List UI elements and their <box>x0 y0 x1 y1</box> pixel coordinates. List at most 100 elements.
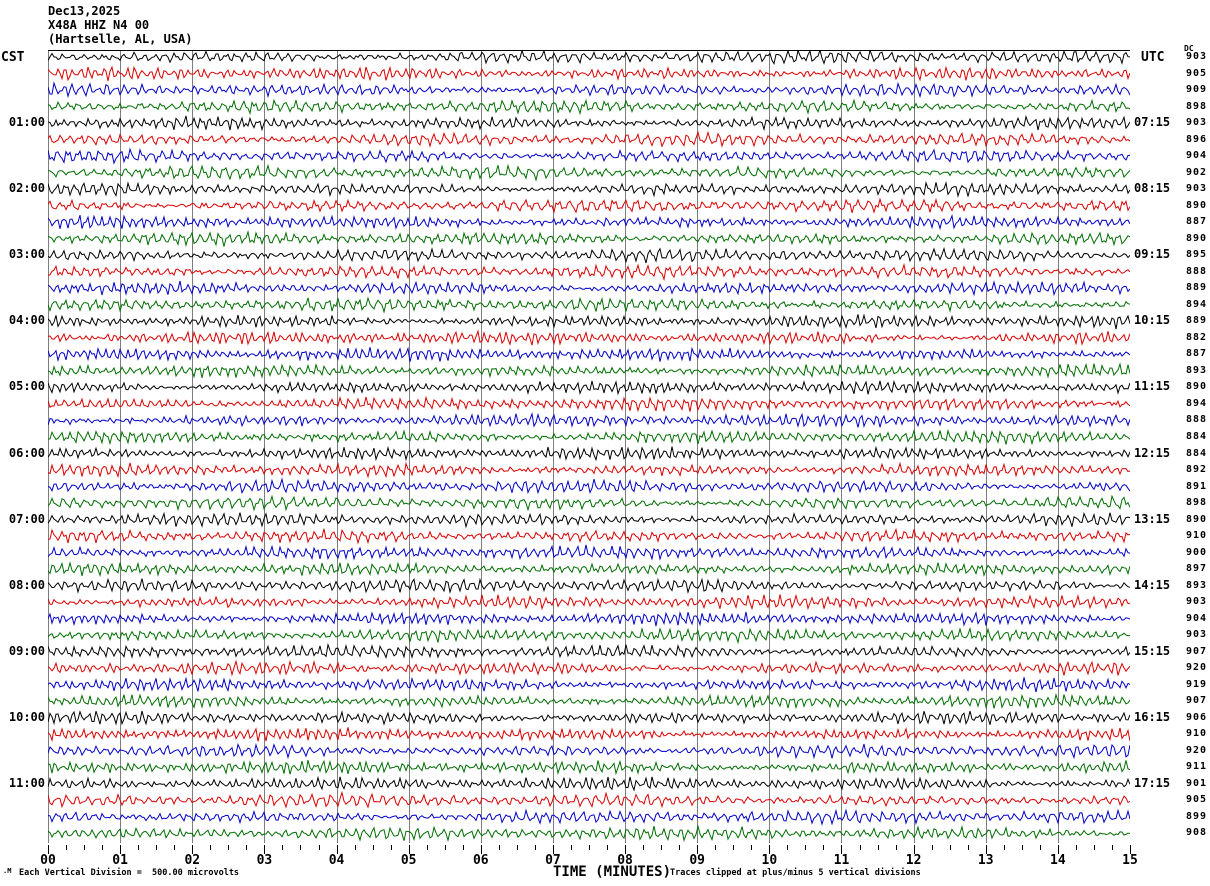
x-tick-label-07: 07 <box>545 853 561 868</box>
dc-value-row-47: 908 <box>1186 827 1208 839</box>
dc-value-row-5: 896 <box>1186 133 1208 145</box>
right-axis-title: UTC <box>1141 50 1165 65</box>
dc-value-row-45: 905 <box>1186 794 1208 806</box>
dc-value-row-3: 898 <box>1186 100 1208 112</box>
dc-value-row-11: 890 <box>1186 232 1208 244</box>
trace-row-24 <box>48 445 1130 462</box>
dc-value-row-1: 905 <box>1186 67 1208 79</box>
trace-row-8 <box>48 180 1130 198</box>
cst-label-11:00: 11:00 <box>8 775 45 790</box>
trace-row-35 <box>48 626 1130 645</box>
dc-value-row-2: 909 <box>1186 84 1208 96</box>
vertical-scale-note: Each Vertical Division = 500.00 microvol… <box>19 868 240 878</box>
trace-row-4 <box>48 114 1130 132</box>
trace-row-34 <box>48 610 1130 627</box>
cst-label-08:00: 08:00 <box>8 577 45 592</box>
trace-row-47 <box>48 824 1130 843</box>
trace-row-18 <box>48 346 1130 363</box>
trace-row-23 <box>48 428 1130 446</box>
dc-value-row-8: 903 <box>1186 183 1208 195</box>
utc-label-14:15: 14:15 <box>1134 577 1171 592</box>
utc-label-16:15: 16:15 <box>1134 709 1171 724</box>
trace-row-5 <box>48 130 1130 148</box>
cst-label-03:00: 03:00 <box>8 247 45 262</box>
utc-label-13:15: 13:15 <box>1134 511 1171 526</box>
dc-value-row-10: 887 <box>1186 216 1208 228</box>
cst-label-05:00: 05:00 <box>8 379 45 394</box>
dc-value-row-26: 891 <box>1186 480 1208 492</box>
trace-row-1 <box>48 65 1130 82</box>
dc-value-row-23: 884 <box>1186 430 1208 442</box>
dc-value-row-28: 890 <box>1186 513 1208 525</box>
trace-row-46 <box>48 808 1130 826</box>
dc-value-row-43: 911 <box>1186 761 1208 773</box>
dc-value-row-18: 887 <box>1186 348 1208 360</box>
x-tick-label-04: 04 <box>328 853 345 868</box>
dc-value-row-37: 920 <box>1186 662 1208 674</box>
utc-label-11:15: 11:15 <box>1134 379 1171 394</box>
trace-row-2 <box>48 81 1130 99</box>
trace-row-6 <box>48 147 1130 165</box>
x-axis-ticks <box>48 845 1131 854</box>
dc-value-row-15: 894 <box>1186 298 1208 310</box>
dc-value-row-20: 890 <box>1186 381 1208 393</box>
trace-row-7 <box>48 163 1130 182</box>
trace-row-20 <box>48 379 1130 396</box>
cst-label-06:00: 06:00 <box>8 445 45 460</box>
trace-row-33 <box>48 593 1130 611</box>
trace-row-9 <box>48 197 1130 214</box>
dc-value-row-12: 895 <box>1186 249 1208 261</box>
trace-row-29 <box>48 527 1130 545</box>
x-tick-label-09: 09 <box>689 853 706 868</box>
dc-value-row-27: 898 <box>1186 497 1208 509</box>
trace-row-19 <box>48 362 1130 379</box>
corner-mark: .M <box>3 867 12 875</box>
trace-row-44 <box>48 775 1130 792</box>
trace-row-10 <box>48 213 1130 231</box>
dc-value-row-16: 889 <box>1186 315 1208 327</box>
utc-label-07:15: 07:15 <box>1134 115 1171 130</box>
trace-row-43 <box>48 759 1130 776</box>
cst-label-07:00: 07:00 <box>8 511 45 526</box>
x-tick-label-13: 13 <box>977 853 994 868</box>
trace-row-32 <box>48 577 1130 595</box>
trace-row-27 <box>48 494 1130 512</box>
trace-row-41 <box>48 726 1130 743</box>
plot-date: Dec13,2025 <box>48 4 121 18</box>
left-axis-title: CST <box>1 50 25 65</box>
trace-row-45 <box>48 790 1130 809</box>
x-tick-label-01: 01 <box>112 853 128 868</box>
trace-row-37 <box>48 659 1130 677</box>
dc-value-row-34: 904 <box>1186 612 1208 624</box>
trace-row-30 <box>48 544 1130 561</box>
dc-value-row-19: 893 <box>1186 364 1208 376</box>
trace-row-21 <box>48 395 1130 413</box>
dc-value-row-44: 901 <box>1186 777 1208 789</box>
cst-label-09:00: 09:00 <box>8 643 45 658</box>
x-tick-label-02: 02 <box>184 853 201 868</box>
trace-row-3 <box>48 98 1130 116</box>
dc-value-row-21: 894 <box>1186 397 1208 409</box>
trace-row-39 <box>48 692 1130 710</box>
trace-row-16 <box>48 313 1130 330</box>
x-tick-label-14: 14 <box>1050 853 1066 868</box>
dc-value-row-38: 919 <box>1186 678 1208 690</box>
utc-label-09:15: 09:15 <box>1134 247 1171 262</box>
trace-row-42 <box>48 742 1130 760</box>
trace-row-13 <box>48 262 1130 282</box>
dc-value-row-24: 884 <box>1186 447 1208 459</box>
dc-value-row-25: 892 <box>1186 464 1208 476</box>
trace-row-26 <box>48 477 1130 495</box>
dc-value-row-7: 902 <box>1186 166 1208 178</box>
cst-label-10:00: 10:00 <box>8 709 45 724</box>
cst-label-04:00: 04:00 <box>8 313 45 328</box>
dc-value-row-13: 888 <box>1186 265 1208 277</box>
dc-value-row-0: 903 <box>1186 51 1208 62</box>
dc-value-row-14: 889 <box>1186 282 1208 294</box>
utc-label-08:15: 08:15 <box>1134 181 1171 196</box>
trace-row-31 <box>48 560 1130 578</box>
dc-value-row-22: 888 <box>1186 414 1208 426</box>
station-code: X48A HHZ N4 00 <box>48 18 150 32</box>
dc-value-row-31: 897 <box>1186 563 1208 575</box>
